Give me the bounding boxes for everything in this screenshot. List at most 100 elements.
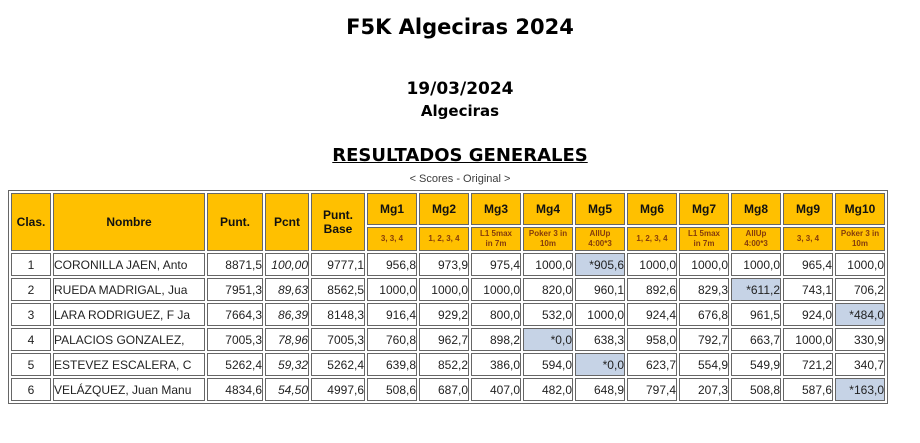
cell-nombre: CORONILLA JAEN, Anto — [53, 253, 205, 276]
cell-mg8: *611,2 — [731, 278, 781, 301]
cell-mg8: 549,9 — [731, 353, 781, 376]
cell-clas: 4 — [11, 328, 51, 351]
col-header-mg9: Mg9 — [783, 193, 833, 225]
cell-mg2: 852,2 — [419, 353, 469, 376]
cell-mg10: 706,2 — [835, 278, 885, 301]
cell-punt-base: 9777,1 — [311, 253, 365, 276]
event-date: 19/03/2024 — [406, 79, 514, 99]
cell-mg5: 648,9 — [575, 378, 625, 401]
cell-nombre: VELÁZQUEZ, Juan Manu — [53, 378, 205, 401]
cell-punt: 7951,3 — [207, 278, 263, 301]
section-title: RESULTADOS GENERALES — [332, 145, 588, 166]
col-subheader-mg1: 3, 3, 4 — [367, 227, 417, 251]
table-row: 2 RUEDA MADRIGAL, Jua 7951,3 89,63 8562,5 100… — [11, 278, 885, 301]
cell-mg8: 1000,0 — [731, 253, 781, 276]
cell-mg9: 743,1 — [783, 278, 833, 301]
cell-pcnt: 89,63 — [265, 278, 309, 301]
cell-pcnt: 54,50 — [265, 378, 309, 401]
cell-pcnt: 100,00 — [265, 253, 309, 276]
table-row: 3 LARA RODRIGUEZ, F Ja 7664,3 86,39 8148,3 91… — [11, 303, 885, 326]
header-row-main: Clas. Nombre Punt. Pcnt Punt. Base Mg1 Mg… — [11, 193, 885, 251]
cell-mg6: 623,7 — [627, 353, 677, 376]
page-title: F5K Algeciras 2024 — [346, 15, 574, 39]
cell-mg3: 407,0 — [471, 378, 521, 401]
col-header-mg2: Mg2 — [419, 193, 469, 225]
cell-mg7: 1000,0 — [679, 253, 729, 276]
cell-mg5: 960,1 — [575, 278, 625, 301]
col-header-punt-base: Punt. Base — [311, 193, 365, 251]
table-row: 6 VELÁZQUEZ, Juan Manu 4834,6 54,50 4997,6 50… — [11, 378, 885, 401]
cell-mg1: 956,8 — [367, 253, 417, 276]
cell-nombre: PALACIOS GONZALEZ, — [53, 328, 205, 351]
cell-mg10: 1000,0 — [835, 253, 885, 276]
col-subheader-mg3: L1 5max in 7m — [471, 227, 521, 251]
cell-mg10: 340,7 — [835, 353, 885, 376]
cell-mg3: 1000,0 — [471, 278, 521, 301]
cell-mg7: 792,7 — [679, 328, 729, 351]
cell-mg9: 721,2 — [783, 353, 833, 376]
cell-mg7: 829,3 — [679, 278, 729, 301]
cell-nombre: ESTEVEZ ESCALERA, C — [53, 353, 205, 376]
results-table: Clas. Nombre Punt. Pcnt Punt. Base Mg1 Mg… — [8, 190, 888, 404]
cell-mg7: 207,3 — [679, 378, 729, 401]
cell-mg9: 587,6 — [783, 378, 833, 401]
cell-mg2: 973,9 — [419, 253, 469, 276]
table-row: 4 PALACIOS GONZALEZ, 7005,3 78,96 7005,3 760,… — [11, 328, 885, 351]
cell-mg7: 676,8 — [679, 303, 729, 326]
col-subheader-mg5: AllUp 4:00*3 — [575, 227, 625, 251]
col-header-mg6: Mg6 — [627, 193, 677, 225]
cell-mg5: *905,6 — [575, 253, 625, 276]
cell-mg4: 820,0 — [523, 278, 573, 301]
cell-clas: 3 — [11, 303, 51, 326]
cell-mg5: *0,0 — [575, 353, 625, 376]
col-header-mg8: Mg8 — [731, 193, 781, 225]
header-row-sub: 3, 3, 4 1, 2, 3, 4 L1 5max in 7m Poker 3 in… — [11, 227, 885, 251]
cell-clas: 5 — [11, 353, 51, 376]
col-header-mg3: Mg3 — [471, 193, 521, 225]
cell-mg5: 638,3 — [575, 328, 625, 351]
cell-mg8: 508,8 — [731, 378, 781, 401]
table-row: 1 CORONILLA JAEN, Anto 8871,5 100,00 9777,1 9… — [11, 253, 885, 276]
cell-clas: 1 — [11, 253, 51, 276]
cell-mg1: 1000,0 — [367, 278, 417, 301]
col-header-mg1: Mg1 — [367, 193, 417, 225]
col-subheader-mg10: Poker 3 in 10m — [835, 227, 885, 251]
col-header-mg7: Mg7 — [679, 193, 729, 225]
cell-mg6: 797,4 — [627, 378, 677, 401]
cell-mg3: 975,4 — [471, 253, 521, 276]
col-subheader-mg2: 1, 2, 3, 4 — [419, 227, 469, 251]
cell-mg5: 1000,0 — [575, 303, 625, 326]
cell-punt-base: 7005,3 — [311, 328, 365, 351]
cell-mg4: 594,0 — [523, 353, 573, 376]
cell-mg10: *484,0 — [835, 303, 885, 326]
cell-punt: 5262,4 — [207, 353, 263, 376]
cell-mg6: 924,4 — [627, 303, 677, 326]
cell-punt-base: 4997,6 — [311, 378, 365, 401]
cell-punt: 8871,5 — [207, 253, 263, 276]
cell-mg9: 965,4 — [783, 253, 833, 276]
col-header-punt: Punt. — [207, 193, 263, 251]
cell-mg2: 687,0 — [419, 378, 469, 401]
scores-subtitle: < Scores - Original > — [409, 173, 511, 185]
cell-pcnt: 78,96 — [265, 328, 309, 351]
col-subheader-mg9: 3, 3, 4 — [783, 227, 833, 251]
col-subheader-mg7: L1 5max in 7m — [679, 227, 729, 251]
cell-nombre: RUEDA MADRIGAL, Jua — [53, 278, 205, 301]
cell-mg6: 1000,0 — [627, 253, 677, 276]
cell-nombre: LARA RODRIGUEZ, F Ja — [53, 303, 205, 326]
cell-clas: 2 — [11, 278, 51, 301]
col-header-mg10: Mg10 — [835, 193, 885, 225]
col-header-mg4: Mg4 — [523, 193, 573, 225]
cell-mg2: 929,2 — [419, 303, 469, 326]
col-header-mg5: Mg5 — [575, 193, 625, 225]
col-subheader-mg4: Poker 3 in 10m — [523, 227, 573, 251]
col-header-pcnt: Pcnt — [265, 193, 309, 251]
cell-mg1: 639,8 — [367, 353, 417, 376]
cell-punt: 7664,3 — [207, 303, 263, 326]
cell-mg4: 532,0 — [523, 303, 573, 326]
col-header-nombre: Nombre — [53, 193, 205, 251]
cell-punt: 4834,6 — [207, 378, 263, 401]
cell-mg2: 1000,0 — [419, 278, 469, 301]
cell-mg1: 916,4 — [367, 303, 417, 326]
cell-mg4: *0,0 — [523, 328, 573, 351]
